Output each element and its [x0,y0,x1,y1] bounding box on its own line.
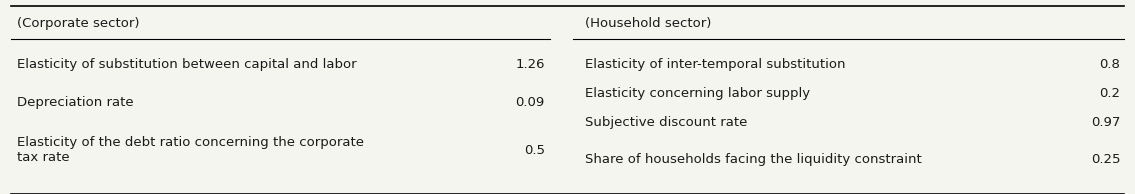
Text: 0.09: 0.09 [515,96,545,109]
Text: 0.25: 0.25 [1091,152,1120,166]
Text: Elasticity of inter-temporal substitution: Elasticity of inter-temporal substitutio… [585,57,846,71]
Text: Elasticity concerning labor supply: Elasticity concerning labor supply [585,87,809,100]
Text: Depreciation rate: Depreciation rate [17,96,134,109]
Text: 0.5: 0.5 [523,144,545,157]
Text: Elasticity of the debt ratio concerning the corporate
tax rate: Elasticity of the debt ratio concerning … [17,136,364,164]
Text: 1.26: 1.26 [515,58,545,72]
Text: Share of households facing the liquidity constraint: Share of households facing the liquidity… [585,152,922,166]
Text: Elasticity of substitution between capital and labor: Elasticity of substitution between capit… [17,58,356,72]
Text: 0.97: 0.97 [1091,116,1120,129]
Text: Subjective discount rate: Subjective discount rate [585,116,747,129]
Text: (Corporate sector): (Corporate sector) [17,17,140,30]
Text: 0.2: 0.2 [1099,87,1120,100]
Text: (Household sector): (Household sector) [585,17,711,30]
Text: 0.8: 0.8 [1100,57,1120,71]
